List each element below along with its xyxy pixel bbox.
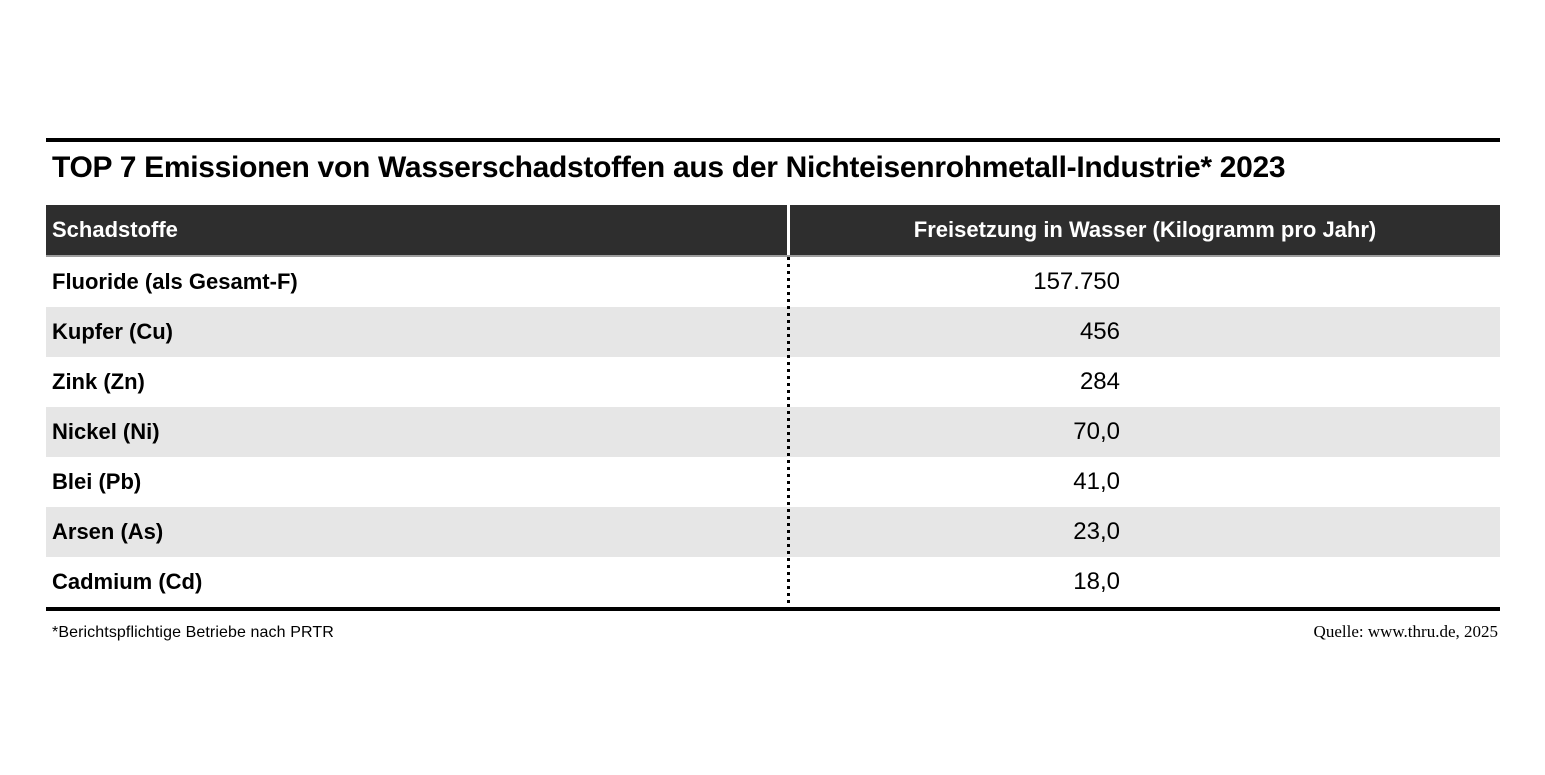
column-divider xyxy=(787,257,790,607)
page-title: TOP 7 Emissionen von Wasserschadstoffen … xyxy=(52,151,1286,184)
table-row: Kupfer (Cu) 456 xyxy=(46,307,1500,357)
emissions-table: Schadstoffe Freisetzung in Wasser (Kilog… xyxy=(46,205,1500,607)
row-label: Cadmium (Cd) xyxy=(52,569,203,594)
table-header-row: Schadstoffe Freisetzung in Wasser (Kilog… xyxy=(46,205,1500,257)
table-row: Cadmium (Cd) 18,0 xyxy=(46,557,1500,607)
table-row: Zink (Zn) 284 xyxy=(46,357,1500,407)
header-cell-schadstoffe: Schadstoffe xyxy=(46,205,787,255)
table-row: Blei (Pb) 41,0 xyxy=(46,457,1500,507)
top-rule xyxy=(46,138,1500,142)
row-value: 23,0 xyxy=(1073,518,1120,545)
table-body: Fluoride (als Gesamt-F) 157.750 Kupfer (Cu… xyxy=(46,257,1500,607)
header-cell-freisetzung: Freisetzung in Wasser (Kilogramm pro Jah… xyxy=(790,205,1500,255)
row-label: Arsen (As) xyxy=(52,519,164,544)
row-value: 284 xyxy=(1079,368,1120,395)
source-credit: Quelle: www.thru.de, 2025 xyxy=(1313,622,1498,641)
row-label: Blei (Pb) xyxy=(52,469,142,494)
row-value: 41,0 xyxy=(1073,468,1120,495)
content-area: TOP 7 Emissionen von Wasserschadstoffen … xyxy=(46,0,1500,642)
table-row: Fluoride (als Gesamt-F) 157.750 xyxy=(46,257,1500,307)
table-row: Arsen (As) 23,0 xyxy=(46,507,1500,557)
footer-row: *Berichtspflichtige Betriebe nach PRTR Q… xyxy=(46,622,1500,642)
bottom-rule xyxy=(46,607,1500,611)
table-row: Nickel (Ni) 70,0 xyxy=(46,407,1500,457)
row-label: Zink (Zn) xyxy=(52,369,145,394)
row-value: 70,0 xyxy=(1073,418,1120,445)
row-label: Kupfer (Cu) xyxy=(52,319,173,344)
row-value: 157.750 xyxy=(1033,268,1120,295)
footnote: *Berichtspflichtige Betriebe nach PRTR xyxy=(52,624,334,641)
row-label: Fluoride (als Gesamt-F) xyxy=(52,269,298,294)
row-label: Nickel (Ni) xyxy=(52,419,160,444)
header-divider xyxy=(787,205,790,255)
row-value: 18,0 xyxy=(1073,568,1120,595)
row-value: 456 xyxy=(1079,318,1120,345)
